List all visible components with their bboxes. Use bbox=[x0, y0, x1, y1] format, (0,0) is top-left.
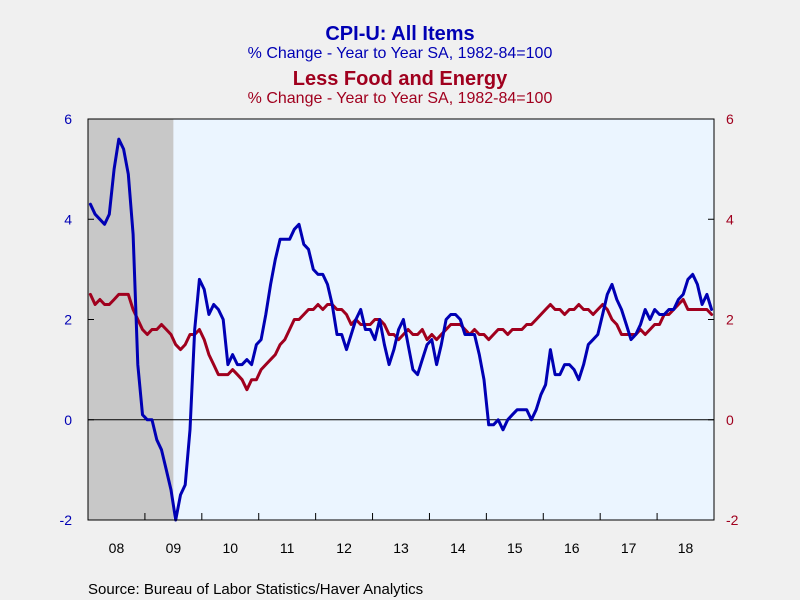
chart-title-line: % Change - Year to Year SA, 1982-84=100 bbox=[248, 45, 553, 62]
recession-shading bbox=[88, 119, 174, 520]
right-tick-label: 4 bbox=[726, 211, 734, 227]
x-tick-label: 11 bbox=[280, 540, 295, 556]
series-layer bbox=[88, 137, 714, 522]
left-tick-label: -2 bbox=[60, 512, 73, 528]
left-tick-label: 2 bbox=[64, 312, 72, 328]
left-y-axis: -2 0 2 4 6 bbox=[60, 111, 94, 528]
x-tick-label: 08 bbox=[109, 540, 125, 556]
x-tick-label: 17 bbox=[621, 540, 637, 556]
left-tick-label: 4 bbox=[64, 211, 72, 227]
x-axis: 08 09 10 11 12 13 14 15 16 17 18 bbox=[109, 513, 694, 556]
series-line bbox=[88, 137, 714, 522]
x-tick-label: 09 bbox=[166, 540, 182, 556]
x-tick-label: 14 bbox=[450, 540, 466, 556]
source-note: Source: Bureau of Labor Statistics/Haver… bbox=[88, 581, 423, 598]
left-tick-label: 0 bbox=[64, 412, 72, 428]
x-tick-label: 10 bbox=[222, 540, 238, 556]
x-tick-label: 18 bbox=[678, 540, 694, 556]
x-tick-label: 12 bbox=[336, 540, 352, 556]
right-y-axis: -2 0 2 4 6 bbox=[708, 111, 739, 528]
chart-title-line: Less Food and Energy bbox=[293, 68, 508, 90]
x-tick-label: 16 bbox=[564, 540, 580, 556]
chart-titles: CPI-U: All Items% Change - Year to Year … bbox=[248, 23, 553, 107]
chart-title-line: % Change - Year to Year SA, 1982-84=100 bbox=[248, 90, 553, 107]
x-tick-label: 13 bbox=[393, 540, 409, 556]
left-tick-label: 6 bbox=[64, 111, 72, 127]
chart-title-line: CPI-U: All Items bbox=[325, 23, 474, 45]
right-tick-label: 0 bbox=[726, 412, 734, 428]
x-tick-label: 15 bbox=[507, 540, 523, 556]
right-tick-label: 2 bbox=[726, 312, 734, 328]
right-tick-label: 6 bbox=[726, 111, 734, 127]
plot-area bbox=[88, 119, 714, 520]
right-tick-label: -2 bbox=[726, 512, 739, 528]
